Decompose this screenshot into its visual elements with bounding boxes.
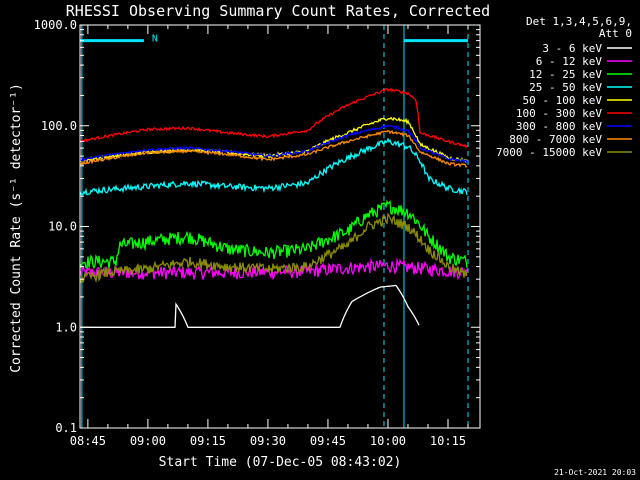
x-tick-label: 09:45 bbox=[310, 434, 346, 448]
series-line-0 bbox=[80, 284, 420, 328]
legend-label: 100 - 300 keV bbox=[516, 107, 602, 120]
y-tick-label: 10.0 bbox=[48, 220, 77, 234]
y-tick-label: 100.0 bbox=[41, 119, 77, 133]
x-tick-label: 09:00 bbox=[130, 434, 166, 448]
x-tick-label: 09:15 bbox=[190, 434, 226, 448]
legend-label: 6 - 12 keV bbox=[536, 55, 603, 68]
y-tick-label: 1.0 bbox=[55, 320, 77, 334]
x-tick-label: 10:00 bbox=[370, 434, 406, 448]
annotation-label: N bbox=[152, 34, 158, 45]
y-tick-label: 1000.0 bbox=[34, 18, 77, 32]
x-tick-label: 08:45 bbox=[70, 434, 106, 448]
series-line-8 bbox=[79, 212, 468, 284]
x-tick-label: 10:15 bbox=[430, 434, 466, 448]
series-line-7 bbox=[80, 129, 468, 168]
legend-label: 800 - 7000 keV bbox=[509, 133, 602, 146]
legend-header-line-1: Det 1,3,4,5,6,9, bbox=[526, 15, 632, 28]
series-line-3 bbox=[79, 137, 468, 196]
y-axis-label: Corrected Count Rate (s⁻¹ detector⁻¹) bbox=[9, 83, 24, 373]
series-line-5 bbox=[80, 87, 468, 149]
legend-label: 50 - 100 keV bbox=[523, 94, 603, 107]
legend-label: 7000 - 15000 keV bbox=[496, 146, 602, 159]
series-line-6 bbox=[79, 124, 468, 164]
legend-header-line-2: Att 0 bbox=[599, 27, 632, 40]
footer-date: 21-Oct-2021 20:03 bbox=[554, 468, 636, 477]
series-line-1 bbox=[79, 257, 468, 281]
y-tick-label: 0.1 bbox=[55, 421, 77, 435]
series-line-2 bbox=[79, 199, 468, 270]
legend-label: 3 - 6 keV bbox=[542, 42, 602, 55]
x-axis-label: Start Time (07-Dec-05 08:43:02) bbox=[159, 455, 402, 470]
plot-layer: N bbox=[79, 25, 469, 428]
x-axis: 08:45 09:00 09:15 09:30 09:45 10:00 10:15 bbox=[70, 25, 469, 448]
legend-label: 12 - 25 keV bbox=[529, 68, 602, 81]
legend-label: 25 - 50 keV bbox=[529, 81, 602, 94]
legend-label: 300 - 800 keV bbox=[516, 120, 602, 133]
x-tick-label: 09:30 bbox=[250, 434, 286, 448]
y-axis: 1000.0 100.0 10.0 1.0 0.1 bbox=[34, 18, 480, 435]
chart-title: RHESSI Observing Summary Count Rates, Co… bbox=[66, 2, 490, 20]
